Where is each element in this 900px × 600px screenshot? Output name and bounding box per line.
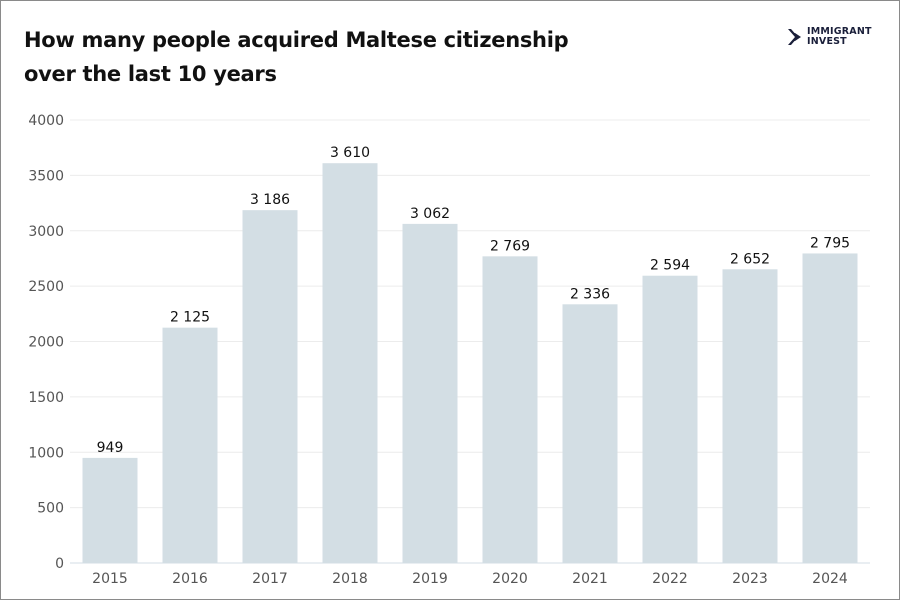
- data-label: 3 610: [330, 145, 370, 161]
- data-label: 949: [97, 440, 124, 456]
- bar: [562, 304, 618, 563]
- y-tick-label: 1500: [28, 390, 64, 406]
- x-tick-label: 2018: [332, 571, 368, 587]
- y-tick-label: 2500: [28, 279, 64, 295]
- chart-title: How many people acquired Maltese citizen…: [24, 23, 569, 91]
- x-tick-label: 2023: [732, 571, 768, 587]
- x-tick-label: 2017: [252, 571, 288, 587]
- y-tick-label: 2000: [28, 335, 64, 351]
- data-label: 2 336: [570, 286, 610, 302]
- x-tick-label: 2024: [812, 571, 848, 587]
- y-tick-label: 500: [37, 501, 64, 517]
- data-label: 2 125: [170, 310, 210, 326]
- data-label: 3 062: [410, 206, 450, 222]
- bar: [82, 457, 138, 563]
- x-tick-label: 2019: [412, 571, 448, 587]
- x-tick-label: 2016: [172, 571, 208, 587]
- x-tick-label: 2020: [492, 571, 528, 587]
- logo-line-2: INVEST: [807, 36, 847, 47]
- data-label: 3 186: [250, 192, 290, 208]
- data-label: 2 594: [650, 258, 690, 274]
- bar: [402, 223, 458, 564]
- y-tick-label: 0: [55, 556, 64, 572]
- y-tick-label: 1000: [28, 445, 64, 461]
- logo: IMMIGRANT INVEST: [788, 27, 872, 47]
- y-tick-label: 4000: [28, 113, 64, 129]
- x-tick-label: 2015: [92, 571, 128, 587]
- bar: [242, 210, 298, 563]
- bar: [722, 269, 778, 563]
- y-tick-label: 3000: [28, 224, 64, 240]
- data-label: 2 769: [490, 238, 530, 254]
- bar: [162, 327, 218, 563]
- title-line-2: over the last 10 years: [24, 62, 277, 86]
- bar: [642, 275, 698, 563]
- bar: [322, 163, 378, 563]
- data-label: 2 652: [730, 251, 770, 267]
- title-line-1: How many people acquired Maltese citizen…: [24, 28, 569, 52]
- data-label: 2 795: [810, 235, 850, 251]
- logo-line-1: IMMIGRANT: [807, 26, 872, 37]
- x-tick-label: 2022: [652, 571, 688, 587]
- double-chevron-right-icon: [788, 29, 801, 45]
- bar: [802, 253, 858, 564]
- x-tick-label: 2021: [572, 571, 608, 587]
- y-tick-label: 3500: [28, 168, 64, 184]
- bar: [482, 256, 538, 563]
